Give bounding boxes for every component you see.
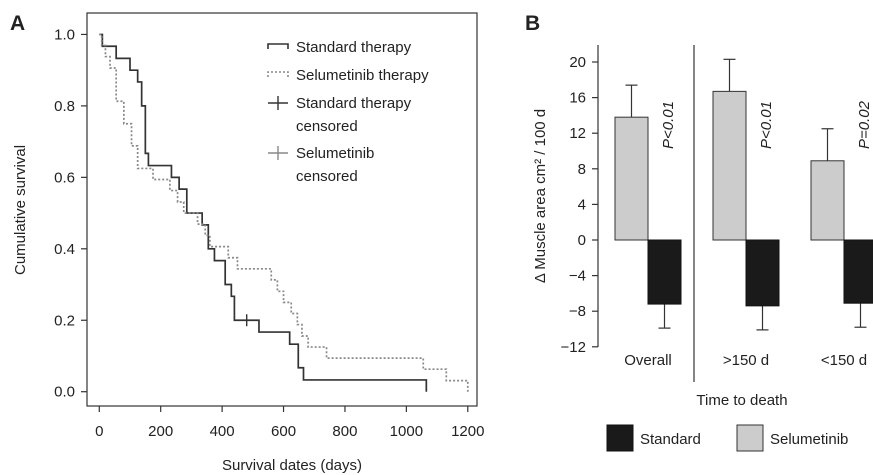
survival-y-tick-label: 0.8	[54, 98, 75, 115]
survival-x-tick-label: 800	[332, 423, 357, 440]
survival-x-tick-label: 1200	[451, 423, 484, 440]
survival-curves	[99, 33, 469, 392]
legend-standard-box	[606, 424, 634, 452]
survival-x-tick-label: 0	[95, 423, 103, 440]
muscle-legend: Standard Selumetinib	[606, 424, 848, 452]
survival-y-tick-label: 0.0	[54, 384, 75, 401]
category-label: <150 d	[821, 352, 867, 369]
muscle-y-tick-label: 0	[578, 232, 586, 249]
legend-selumetinib-censored-label: Selumetinib	[296, 145, 374, 162]
legend-standard-censored-marker	[268, 96, 288, 110]
bar-standard	[647, 239, 682, 305]
muscle-y-tick-label: −12	[561, 339, 586, 356]
p-values: P<0.01 P<0.01 P=0.02	[660, 100, 873, 149]
bar-selumetinib	[614, 116, 649, 241]
muscle-y-tick-label: 4	[578, 196, 586, 213]
legend-standard-label: Standard therapy	[296, 39, 412, 56]
legend-standard-censored-label: Standard therapy	[296, 95, 412, 112]
survival-y-tick-label: 0.2	[54, 312, 75, 329]
muscle-y-label: Δ Muscle area cm² / 100 d	[532, 109, 549, 283]
survival-legend: Standard therapy Selumetinib therapy Sta…	[267, 39, 429, 185]
legend-selumetinib-box	[736, 424, 764, 452]
survival-y-tick-label: 0.4	[54, 241, 75, 258]
legend-selumetinib-label: Selumetinib therapy	[296, 67, 429, 84]
legend-selumetinib-text: Selumetinib	[770, 431, 848, 448]
category-label: >150 d	[723, 352, 769, 369]
panel-label-b: B	[525, 12, 540, 35]
muscle-y-tick-label: 20	[569, 54, 586, 71]
legend-standard-censored-label-2: censored	[296, 118, 358, 135]
panel-label-a: A	[10, 12, 25, 35]
bar-selumetinib	[810, 160, 845, 241]
bar-standard	[843, 239, 873, 304]
survival-y-tick-label: 1.0	[54, 26, 75, 43]
p-value-label: P<0.01	[758, 101, 775, 149]
survival-curve-selumetinib	[99, 33, 469, 392]
legend-standard-swatch	[267, 43, 289, 49]
legend-selumetinib-swatch	[267, 71, 289, 77]
survival-x-tick-label: 200	[148, 423, 173, 440]
p-value-label: P=0.02	[856, 100, 873, 149]
legend-standard-text: Standard	[640, 431, 701, 448]
muscle-y-ticks: 20 16 12 8 4 0 −4 −8 −12	[561, 54, 598, 356]
muscle-x-label: Time to death	[696, 392, 787, 409]
legend-selumetinib-censored-label-2: censored	[296, 168, 358, 185]
survival-y-ticks: 0.0 0.2 0.4 0.6 0.8 1.0	[54, 26, 87, 401]
p-value-label: P<0.01	[660, 101, 677, 149]
survival-x-tick-label: 600	[271, 423, 296, 440]
bar-standard	[745, 239, 780, 307]
muscle-y-tick-label: −4	[569, 268, 586, 285]
survival-x-label: Survival dates (days)	[222, 457, 362, 474]
muscle-y-tick-label: 16	[569, 90, 586, 107]
muscle-y-tick-label: −8	[569, 303, 586, 320]
muscle-y-tick-label: 8	[578, 161, 586, 178]
muscle-bars	[614, 58, 873, 331]
survival-x-tick-label: 1000	[390, 423, 423, 440]
survival-y-tick-label: 0.6	[54, 169, 75, 186]
legend-selumetinib-censored-marker	[268, 146, 288, 160]
survival-curve-standard	[99, 33, 428, 392]
bar-selumetinib	[712, 90, 747, 241]
survival-y-label: Cumulative survival	[12, 145, 29, 275]
category-label: Overall	[624, 352, 672, 369]
survival-plot-frame	[86, 12, 478, 407]
survival-x-ticks: 0 200 400 600 800 1000 1200	[95, 406, 484, 440]
muscle-y-tick-label: 12	[569, 125, 586, 142]
muscle-categories: Overall >150 d <150 d	[624, 352, 867, 369]
survival-x-tick-label: 400	[210, 423, 235, 440]
